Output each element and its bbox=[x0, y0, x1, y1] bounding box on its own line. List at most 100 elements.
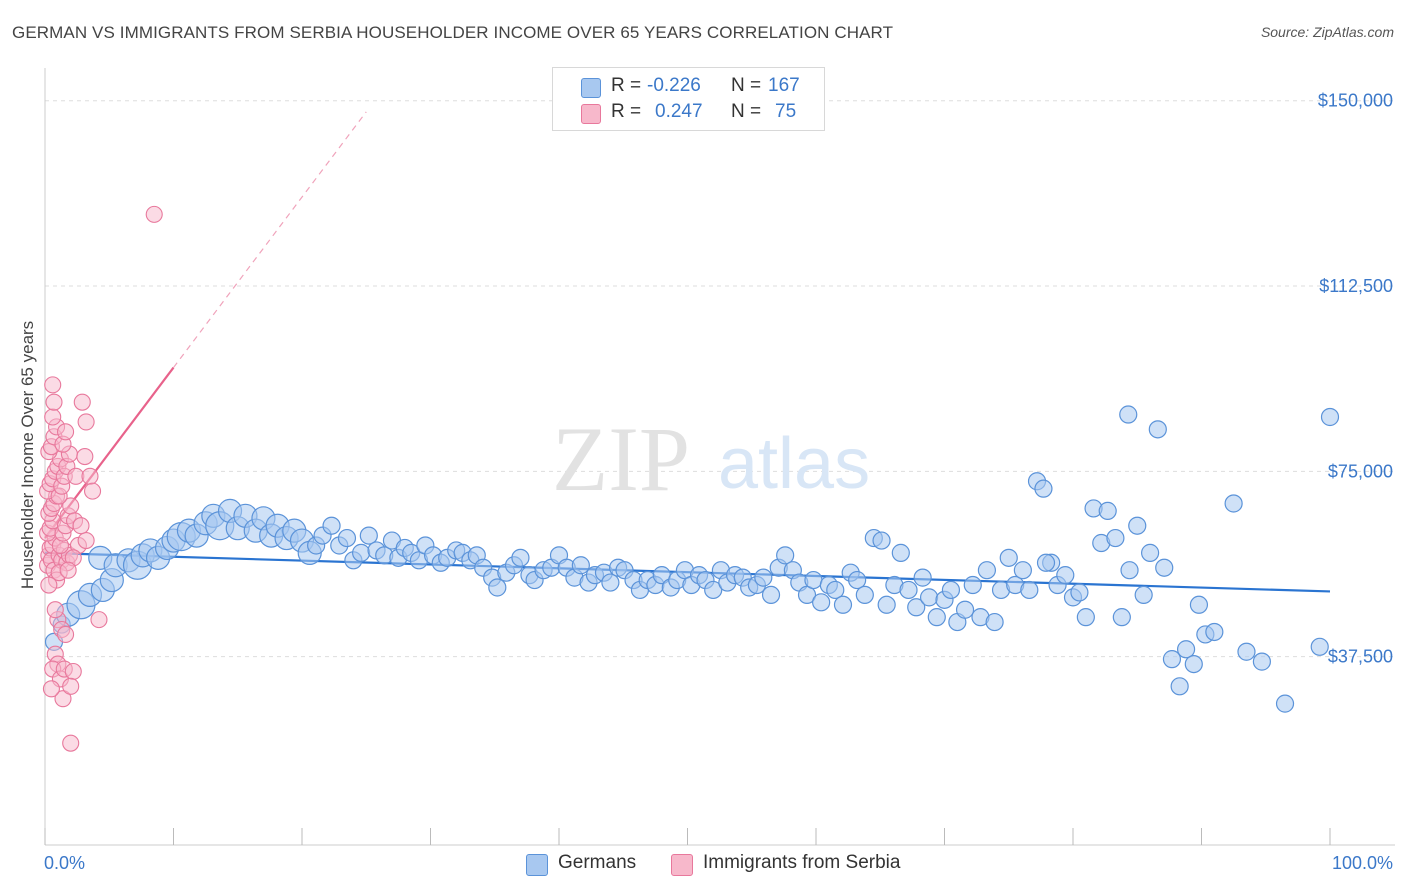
germans-point bbox=[872, 531, 891, 550]
serbia-point bbox=[90, 611, 108, 629]
germans-point bbox=[963, 575, 982, 595]
germans-point bbox=[1013, 561, 1032, 580]
germans-point bbox=[1076, 608, 1095, 627]
serbia-point bbox=[76, 447, 94, 466]
serbia-point bbox=[83, 482, 102, 500]
germans-point bbox=[1134, 585, 1153, 605]
germans-point bbox=[1106, 528, 1125, 548]
germans-point bbox=[1128, 516, 1147, 535]
legend-n-label: N = bbox=[731, 75, 762, 96]
serbia-point bbox=[62, 734, 80, 752]
germans-point bbox=[999, 548, 1018, 567]
series-legend: Germans Immigrants from Serbia bbox=[0, 852, 1406, 878]
watermark-zip: ZIP bbox=[552, 408, 690, 510]
germans-point bbox=[955, 600, 975, 619]
germans-point bbox=[919, 588, 939, 607]
serbia-point bbox=[62, 677, 80, 695]
germans-point bbox=[337, 528, 357, 548]
germans-point bbox=[977, 561, 997, 580]
germans-point bbox=[1056, 566, 1075, 585]
legend-n-value-serbia: 75 bbox=[775, 101, 797, 122]
serbia-point bbox=[72, 517, 90, 535]
legend-label-serbia: Immigrants from Serbia bbox=[703, 852, 901, 873]
serbia-point bbox=[77, 413, 95, 431]
germans-point bbox=[899, 580, 918, 600]
legend-r-label: R = bbox=[611, 75, 642, 96]
germans-point bbox=[927, 608, 946, 627]
x-tick-label-0: 0.0% bbox=[44, 853, 85, 873]
germans-point bbox=[833, 595, 853, 614]
serbia-point bbox=[81, 467, 99, 485]
x-tick-label-1: 100.0% bbox=[1332, 853, 1393, 873]
germans-point bbox=[352, 543, 371, 562]
germans-point bbox=[1020, 580, 1039, 600]
serbia-point bbox=[59, 561, 77, 579]
germans-point bbox=[804, 570, 823, 590]
germans-point bbox=[1034, 479, 1053, 498]
germans-point bbox=[1036, 553, 1056, 572]
germans-point bbox=[907, 598, 926, 617]
y-tick-label-0: $37,500 bbox=[1328, 647, 1393, 667]
legend-swatch-germans bbox=[581, 78, 601, 98]
serbia-point bbox=[46, 601, 64, 619]
germans-point bbox=[359, 526, 378, 545]
germans-point bbox=[913, 568, 932, 587]
germans-point bbox=[776, 546, 795, 565]
germans-point bbox=[1237, 642, 1256, 661]
germans-point bbox=[488, 578, 507, 597]
germans-point bbox=[1155, 558, 1174, 577]
germans-point bbox=[754, 568, 773, 587]
serbia-point bbox=[54, 690, 72, 708]
germans-point bbox=[761, 585, 781, 605]
serbia-point bbox=[73, 393, 91, 411]
serbia-point bbox=[57, 625, 75, 643]
legend-swatch-germans bbox=[526, 854, 548, 876]
germans-point bbox=[812, 593, 831, 612]
germans-point bbox=[511, 548, 530, 567]
germans-point bbox=[1189, 595, 1209, 614]
germans-point bbox=[1140, 543, 1160, 562]
chart-title: GERMAN VS IMMIGRANTS FROM SERBIA HOUSEHO… bbox=[12, 23, 894, 42]
serbia-point bbox=[57, 423, 75, 441]
germans-point bbox=[1205, 622, 1224, 642]
germans-point bbox=[848, 570, 867, 590]
germans-point bbox=[1162, 650, 1182, 669]
germans-point bbox=[1112, 608, 1131, 627]
serbia-point bbox=[40, 576, 58, 594]
germans-point bbox=[322, 516, 341, 535]
y-tick-label-3: $150,000 bbox=[1318, 91, 1393, 111]
germans-point bbox=[877, 595, 896, 614]
y-tick-label-2: $112,500 bbox=[1319, 276, 1393, 296]
germans-points bbox=[44, 405, 1340, 713]
watermark-atlas: atlas bbox=[718, 424, 870, 504]
germans-point bbox=[941, 580, 961, 600]
legend-n-value-germans: 167 bbox=[768, 75, 800, 96]
serbia-trend-dashed bbox=[173, 111, 367, 368]
germans-point bbox=[855, 585, 874, 605]
germans-point bbox=[1176, 640, 1196, 659]
germans-point bbox=[1170, 677, 1189, 696]
legend-swatch-serbia bbox=[581, 104, 601, 124]
germans-point bbox=[1320, 407, 1340, 427]
germans-point bbox=[985, 612, 1004, 632]
serbia-point bbox=[45, 393, 63, 411]
germans-point bbox=[1184, 654, 1203, 674]
germans-point bbox=[1070, 583, 1089, 602]
serbia-point bbox=[64, 662, 82, 681]
germans-point bbox=[704, 580, 723, 600]
serbia-point bbox=[44, 408, 62, 426]
legend-r-value-serbia: 0.247 bbox=[655, 101, 703, 122]
germans-point bbox=[1148, 420, 1167, 439]
germans-point bbox=[1275, 694, 1295, 713]
germans-point bbox=[826, 580, 845, 600]
germans-point bbox=[1120, 561, 1139, 580]
serbia-points bbox=[39, 205, 163, 752]
legend-r-label: R = bbox=[611, 101, 642, 122]
germans-point bbox=[1119, 405, 1138, 424]
source-label: Source: ZipAtlas.com bbox=[1260, 24, 1394, 40]
legend-n-label: N = bbox=[731, 101, 762, 122]
correlation-legend: R = -0.226 N = 167 R = 0.247 N = 75 bbox=[552, 67, 825, 131]
legend-label-germans: Germans bbox=[558, 852, 637, 873]
germans-point bbox=[1252, 652, 1271, 671]
y-axis-label: Householder Income Over 65 years bbox=[18, 321, 37, 589]
